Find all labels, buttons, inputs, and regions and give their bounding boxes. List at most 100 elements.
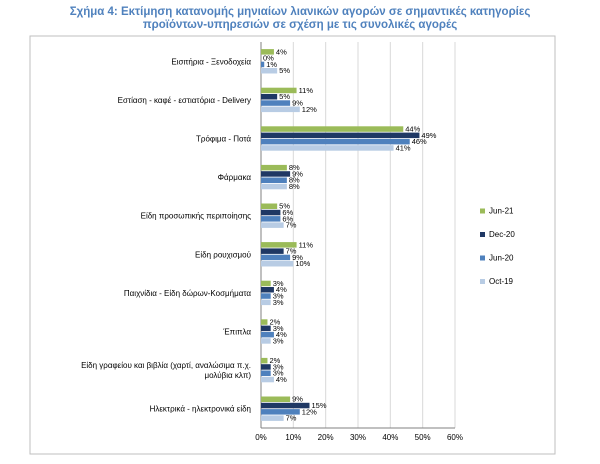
data-label: 4% <box>276 330 287 339</box>
data-label: 3% <box>273 336 284 345</box>
category-label-line: Τρόφιμα - Ποτά <box>196 135 251 144</box>
category-label-line: Ηλεκτρικά - ηλεκτρονικά είδη <box>150 405 251 414</box>
data-label: 12% <box>302 407 317 416</box>
grid-lines <box>260 42 456 429</box>
x-tick-label: 20% <box>318 433 334 442</box>
bar <box>261 216 281 222</box>
bar <box>261 287 274 293</box>
legend-swatch <box>480 232 485 237</box>
data-label: 44% <box>405 125 420 134</box>
category-labels: Εισιτήρια - Ξενοδοχεία Εστίαση - καφέ - ε… <box>81 57 251 413</box>
legend-swatch <box>480 279 485 284</box>
data-label: 5% <box>279 66 290 75</box>
bar <box>261 126 404 132</box>
chart-title-line-2: προϊόντων-υπηρεσιών σε σχέση με τις συνο… <box>142 19 458 31</box>
legend-swatch <box>480 208 485 214</box>
bar <box>261 94 278 100</box>
data-label: 9% <box>292 395 303 404</box>
data-label: 6% <box>282 214 293 223</box>
bar <box>261 376 274 383</box>
category-label-line: Παιχνίδια - Είδη δώρων-Κοσμήματα <box>124 289 251 298</box>
data-label: 7% <box>286 221 297 230</box>
category-label: Ηλεκτρικά - ηλεκτρονικά είδη <box>150 405 251 414</box>
data-label: 49% <box>421 131 436 140</box>
bar <box>261 87 297 94</box>
data-label: 7% <box>286 247 297 256</box>
data-labels: 4%0%1%5%11%5%9%12%44%49%46%41%8%9%8%8%5%… <box>263 47 437 422</box>
x-tick-label: 50% <box>415 433 431 442</box>
data-label: 3% <box>273 362 284 371</box>
bar <box>261 177 287 183</box>
category-label: Είδη γραφείου και βιβλία (χαρτί, αναλώσι… <box>81 361 251 380</box>
bar <box>261 325 271 332</box>
category-label: Εισιτήρια - Ξενοδοχεία <box>171 57 251 66</box>
x-tick-label: 30% <box>350 433 366 442</box>
bar <box>261 242 297 248</box>
bar <box>261 357 268 364</box>
category-label: Έπιπλα <box>222 328 251 337</box>
bar <box>261 338 271 344</box>
data-label: 9% <box>292 169 303 178</box>
data-label: 5% <box>279 202 290 211</box>
bar <box>261 261 294 267</box>
bar <box>261 293 271 299</box>
data-label: 9% <box>292 99 303 108</box>
bar <box>261 248 284 254</box>
chart-title-line-1: Σχήμα 4: Εκτίμηση κατανομής μηνιαίων λια… <box>69 6 531 18</box>
data-label: 11% <box>299 86 314 95</box>
data-label: 9% <box>292 253 303 262</box>
data-label: 46% <box>412 137 427 146</box>
x-tick-label: 0% <box>255 433 267 442</box>
data-label: 6% <box>282 208 293 217</box>
category-label-line: Είδη γραφείου και βιβλία (χαρτί, αναλώσι… <box>81 361 251 370</box>
chart-title: Σχήμα 4: Εκτίμηση κατανομής μηνιαίων λια… <box>0 6 600 32</box>
category-label-line: Εισιτήρια - Ξενοδοχεία <box>171 57 251 66</box>
data-label: 0% <box>263 54 274 63</box>
x-tick-label: 40% <box>382 433 398 442</box>
data-label: 3% <box>273 369 284 378</box>
legend-label: Jun-20 <box>489 254 514 263</box>
bar <box>261 370 271 376</box>
bar <box>261 203 278 209</box>
data-label: 2% <box>269 356 280 365</box>
bar <box>261 106 300 113</box>
category-label: Τρόφιμα - Ποτά <box>196 135 251 144</box>
data-label: 11% <box>299 240 314 249</box>
bar <box>261 209 281 216</box>
bar <box>261 364 271 370</box>
legend-label: Jun-21 <box>489 207 514 216</box>
legend-label: Oct-19 <box>489 277 514 286</box>
legend-swatch <box>480 255 485 261</box>
category-label-line: Είδη προσωπικής περιποίησης <box>141 212 252 221</box>
bar <box>261 222 284 228</box>
bar <box>261 280 271 287</box>
bar <box>261 183 287 190</box>
data-label: 3% <box>273 292 284 301</box>
bar <box>261 331 274 338</box>
bar <box>261 319 268 325</box>
data-label: 41% <box>396 143 411 152</box>
data-label: 10% <box>295 259 310 268</box>
data-label: 3% <box>273 324 284 333</box>
bar <box>261 132 420 139</box>
bar <box>261 61 265 68</box>
bar <box>261 145 394 151</box>
bar <box>261 299 271 306</box>
data-label: 3% <box>273 279 284 288</box>
data-label: 4% <box>276 285 287 294</box>
bar <box>261 49 274 55</box>
category-label: Εστίαση - καφέ - εστιατόρια - Delivery <box>118 96 251 105</box>
x-tick-label: 60% <box>447 433 463 442</box>
data-label: 4% <box>276 375 287 384</box>
category-label-line: Φάρμακα <box>218 173 252 182</box>
data-label: 3% <box>273 298 284 307</box>
x-axis-ticks: 0% 10% 20% 30% 40% 50% 60% <box>255 433 463 442</box>
data-label: 7% <box>286 414 297 423</box>
bar <box>261 415 284 421</box>
data-label: 5% <box>279 92 290 101</box>
category-label-line: μολύβια κλπ) <box>205 371 252 380</box>
bar <box>261 402 310 409</box>
data-label: 1% <box>266 60 277 69</box>
data-label: 8% <box>289 176 300 185</box>
